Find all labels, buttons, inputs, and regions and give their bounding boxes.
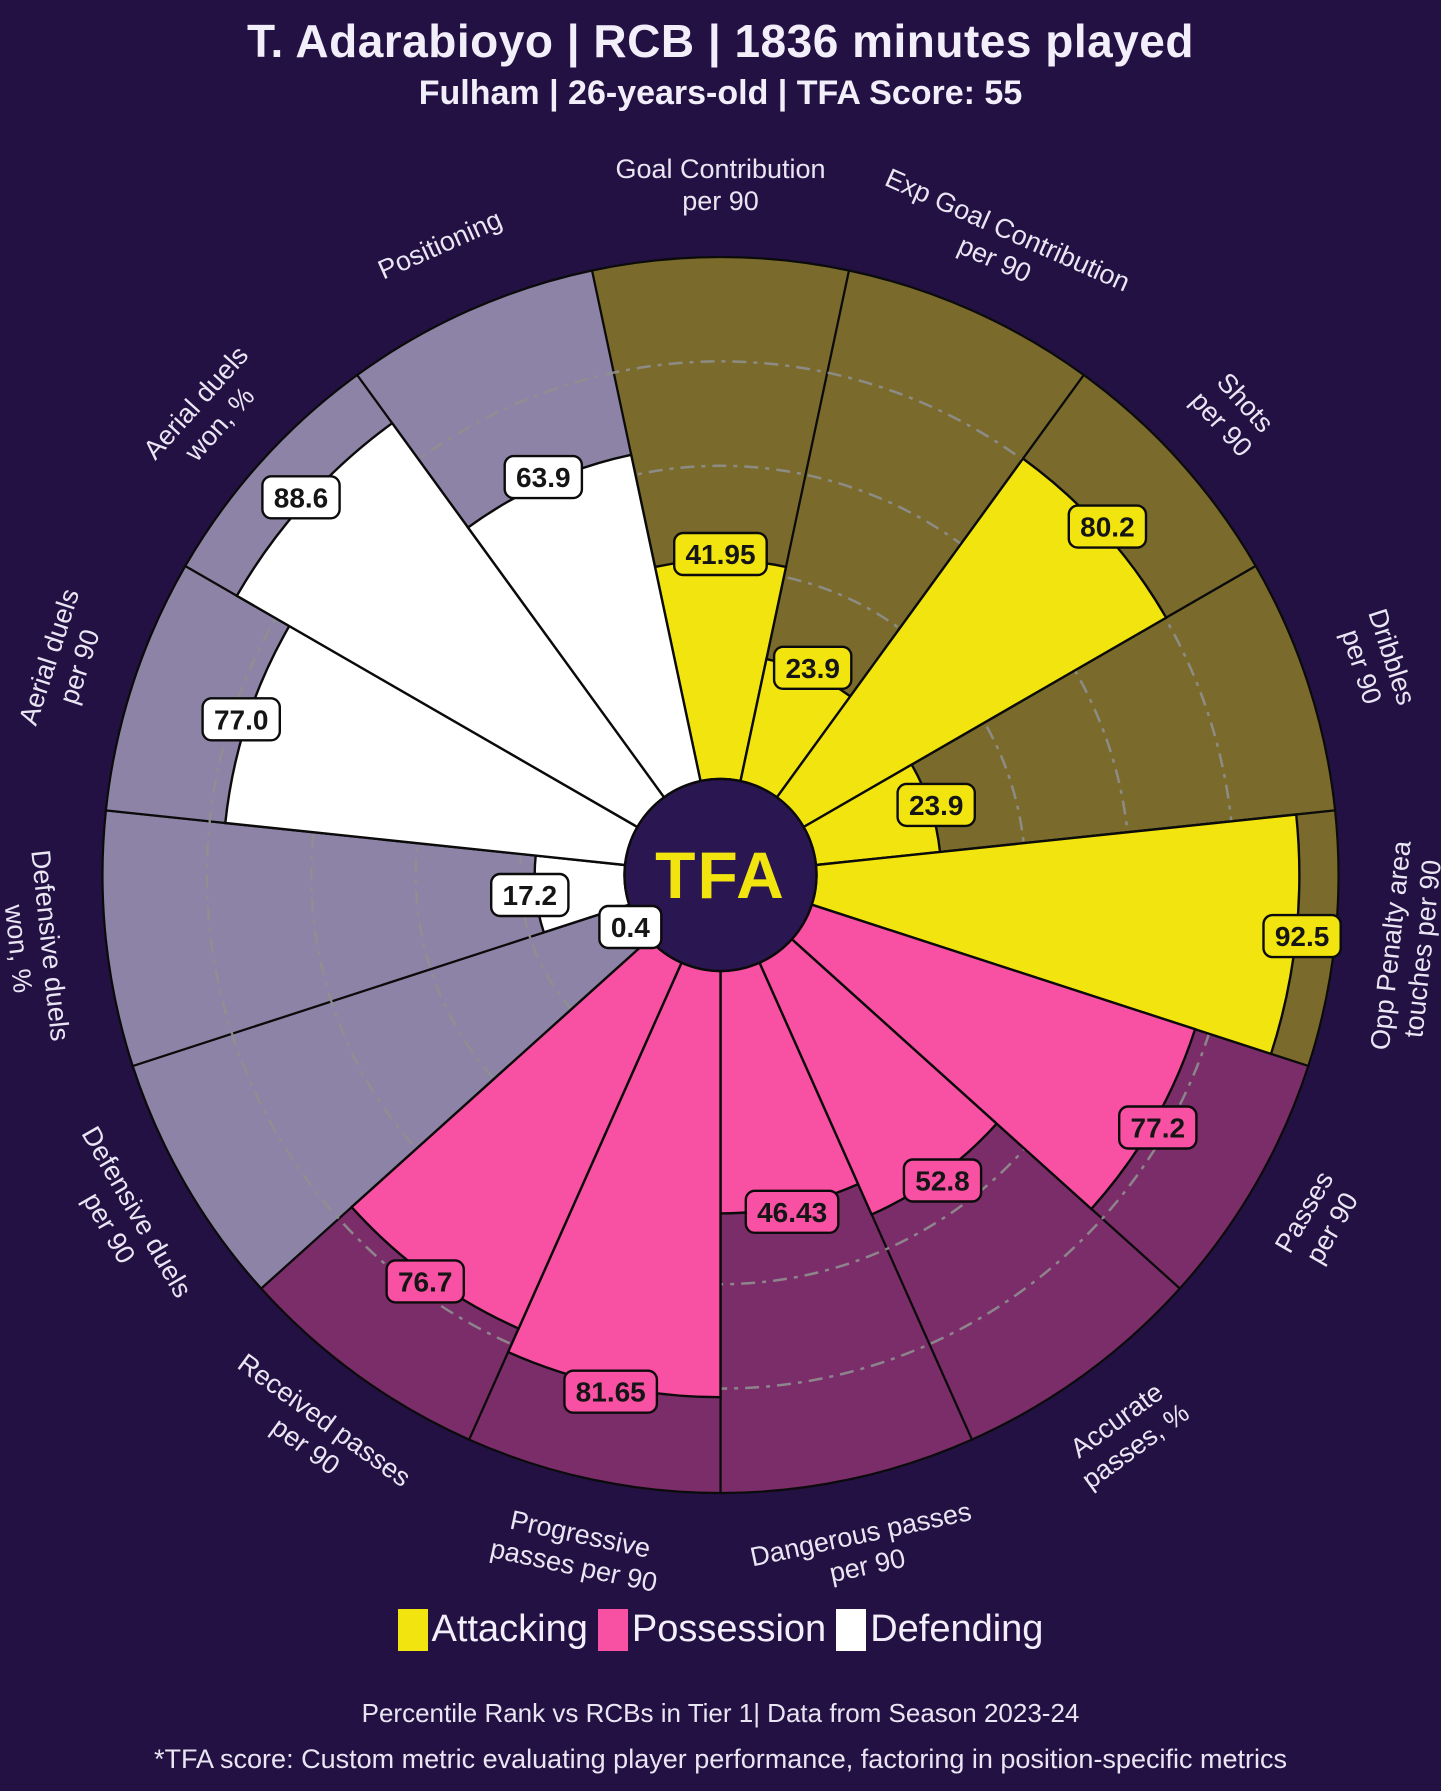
value-label: 41.95 — [673, 531, 768, 577]
value-label: 63.9 — [503, 454, 584, 500]
svg-text:77.0: 77.0 — [214, 704, 269, 735]
svg-text:63.9: 63.9 — [516, 462, 571, 493]
metric-label: Dangerous passesper 90 — [747, 1496, 980, 1603]
value-label: 52.8 — [902, 1158, 983, 1203]
svg-text:17.2: 17.2 — [503, 880, 558, 911]
legend-item-possession: Possession — [597, 1608, 827, 1651]
value-label: 88.6 — [261, 475, 341, 520]
metric-label: Positioning — [373, 204, 506, 285]
legend: Attacking Possession Defending — [0, 1608, 1441, 1651]
page-subtitle: Fulham | 26-years-old | TFA Score: 55 — [418, 74, 1023, 112]
legend-label-defending: Defending — [870, 1608, 1044, 1650]
slice-bars — [223, 421, 1301, 1399]
metric-label: Dribblesper 90 — [1332, 605, 1422, 718]
metric-label: Accuratepasses, % — [1057, 1372, 1194, 1495]
svg-text:52.8: 52.8 — [915, 1166, 970, 1197]
value-label: 0.4 — [598, 904, 663, 950]
value-label: 80.2 — [1067, 504, 1148, 549]
svg-text:77.2: 77.2 — [1131, 1113, 1186, 1144]
metric-label: Opp Penalty areatouches per 90 — [1365, 838, 1441, 1054]
svg-text:23.9: 23.9 — [909, 790, 964, 821]
value-labels: 41.95 23.9 80.2 23.9 92.5 77.2 52.8 46.43 81.65 7… — [201, 454, 1342, 1414]
value-label: 77.2 — [1118, 1105, 1198, 1150]
svg-text:88.6: 88.6 — [274, 482, 329, 513]
value-label: 23.9 — [772, 645, 853, 690]
page-title: T. Adarabioyo | RCB | 1836 minutes playe… — [247, 15, 1194, 67]
metric-label: Passesper 90 — [1269, 1166, 1367, 1274]
svg-text:0.4: 0.4 — [611, 912, 650, 943]
svg-text:81.65: 81.65 — [576, 1377, 646, 1408]
metric-label: Defensive duelswon, % — [0, 848, 75, 1046]
svg-text:92.5: 92.5 — [1275, 921, 1330, 952]
metric-label: Progressivepasses per 90 — [488, 1502, 667, 1598]
value-label: 92.5 — [1262, 913, 1342, 959]
legend-swatch-attacking — [397, 1608, 428, 1651]
svg-text:76.7: 76.7 — [398, 1266, 453, 1297]
legend-item-attacking: Attacking — [397, 1608, 588, 1651]
tfa-score-footnote: *TFA score: Custom metric evaluating pla… — [154, 1744, 1287, 1774]
legend-swatch-possession — [597, 1608, 628, 1651]
svg-text:46.43: 46.43 — [757, 1197, 827, 1228]
svg-text:80.2: 80.2 — [1080, 512, 1135, 543]
legend-label-attacking: Attacking — [431, 1608, 588, 1650]
legend-swatch-defending — [836, 1608, 867, 1651]
data-source-note: Percentile Rank vs RCBs in Tier 1| Data … — [361, 1698, 1080, 1728]
value-label: 23.9 — [896, 782, 977, 828]
metric-label: Goal Contribution per 90 — [615, 154, 825, 216]
value-label: 76.7 — [385, 1259, 466, 1304]
value-label: 81.65 — [563, 1369, 659, 1414]
svg-text:23.9: 23.9 — [785, 653, 840, 684]
center-circle — [623, 777, 818, 973]
legend-label-possession: Possession — [631, 1608, 827, 1650]
tfa-logo: TFA — [655, 838, 786, 912]
legend-item-defending: Defending — [836, 1608, 1043, 1651]
value-label: 17.2 — [489, 872, 570, 918]
value-label: 77.0 — [201, 697, 281, 742]
svg-text:41.95: 41.95 — [685, 539, 755, 570]
metric-label: Shotsper 90 — [1185, 364, 1282, 462]
value-label: 46.43 — [744, 1189, 840, 1235]
metric-label: Aerial duelsper 90 — [13, 585, 116, 738]
